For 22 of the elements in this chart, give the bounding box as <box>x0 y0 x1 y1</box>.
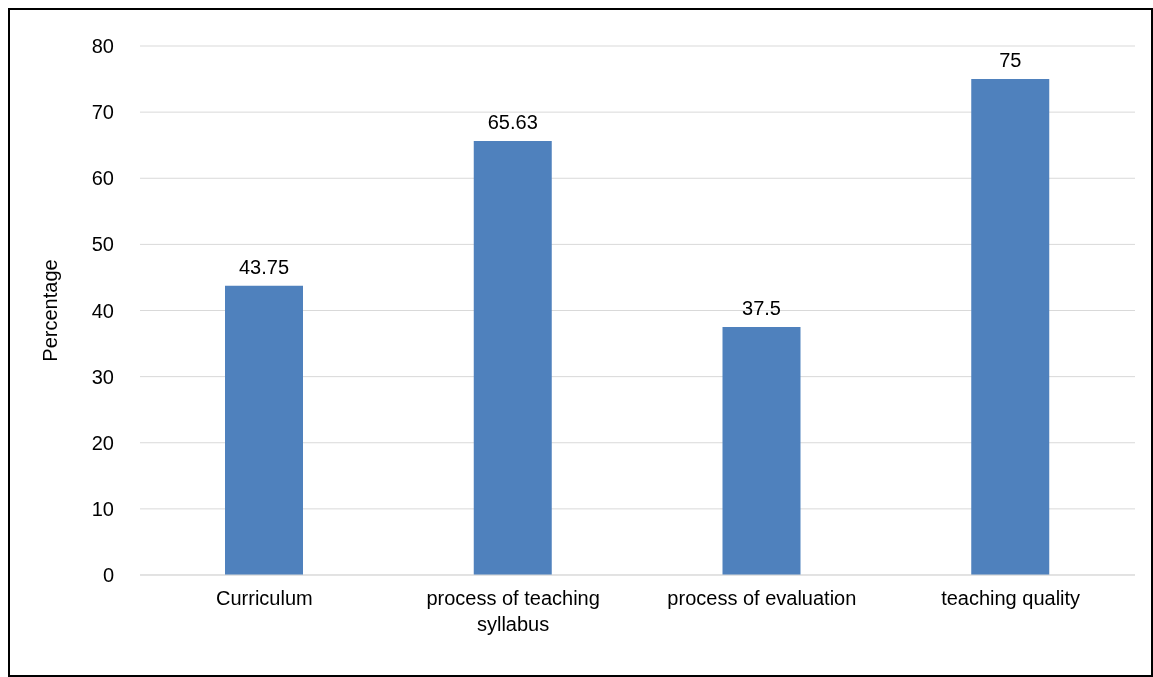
bar <box>473 141 552 575</box>
y-tick-label: 40 <box>91 299 114 322</box>
data-label: 37.5 <box>742 297 781 320</box>
y-tick-label: 70 <box>91 101 114 124</box>
y-tick-label: 10 <box>91 497 114 520</box>
data-label: 75 <box>999 49 1022 72</box>
x-tick-label: teaching quality <box>941 587 1081 609</box>
bar <box>225 285 303 575</box>
y-tick-label: 50 <box>91 233 114 256</box>
y-axis-title: Percentage <box>39 259 62 362</box>
x-tick-label: process of teaching syllabus <box>426 587 600 635</box>
x-tick-label: Curriculum <box>216 587 313 609</box>
y-tick-label: 30 <box>91 365 114 388</box>
y-tick-label: 20 <box>91 431 114 454</box>
y-tick-label: 60 <box>91 167 114 190</box>
data-label: 65.63 <box>487 111 538 134</box>
y-tick-label: 0 <box>102 564 114 587</box>
bar <box>971 79 1050 575</box>
bar <box>722 327 801 575</box>
y-tick-label: 80 <box>91 35 114 58</box>
x-tick-label: process of evaluation <box>667 587 857 609</box>
data-label: 43.75 <box>238 255 290 278</box>
